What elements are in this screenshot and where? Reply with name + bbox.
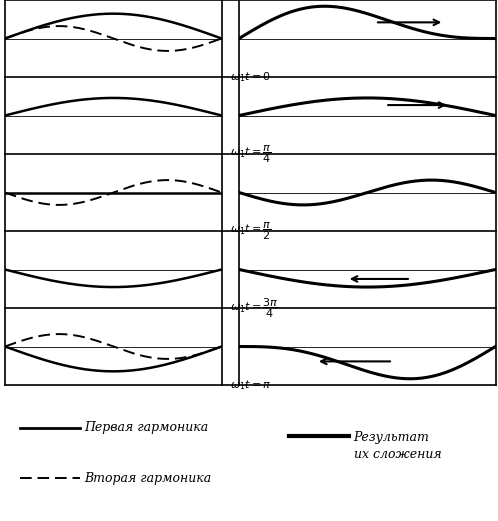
Text: $\omega_1 t = \dfrac{\pi}{2}$: $\omega_1 t = \dfrac{\pi}{2}$ [230,220,272,242]
Text: $\omega_1 t = 0$: $\omega_1 t = 0$ [230,70,271,84]
Text: Результат
их сложения: Результат их сложения [354,431,441,461]
Text: $\omega_1 t = \dfrac{\pi}{4}$: $\omega_1 t = \dfrac{\pi}{4}$ [230,143,272,165]
Text: $\omega_1 t = \dfrac{3\pi}{4}$: $\omega_1 t = \dfrac{3\pi}{4}$ [230,296,279,320]
Text: Вторая гармоника: Вторая гармоника [85,472,212,485]
Text: $\omega_1 t = \pi$: $\omega_1 t = \pi$ [230,378,272,392]
Text: Первая гармоника: Первая гармоника [85,421,209,434]
